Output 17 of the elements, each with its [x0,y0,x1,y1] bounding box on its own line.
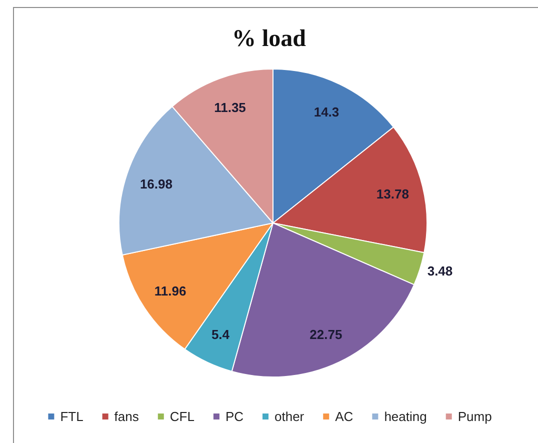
legend-label: AC [335,409,354,424]
legend-label: FTL [60,409,84,424]
data-label: 11.96 [154,284,186,299]
data-label: 3.48 [427,264,453,279]
data-label: 16.98 [140,176,172,192]
data-label: 22.75 [310,326,342,342]
data-label: 13.78 [376,186,409,202]
legend-label: fans [114,409,140,424]
legend-label: heating [384,409,427,424]
data-label: 5.4 [211,326,230,342]
legend-label: other [274,409,305,424]
legend-label: PC [225,409,244,424]
chart-title: % load [232,26,307,52]
legend-label: CFL [170,409,194,424]
legend-label: Pump [458,409,492,424]
data-label: 14.3 [314,104,340,120]
data-label: 11.35 [214,100,246,116]
